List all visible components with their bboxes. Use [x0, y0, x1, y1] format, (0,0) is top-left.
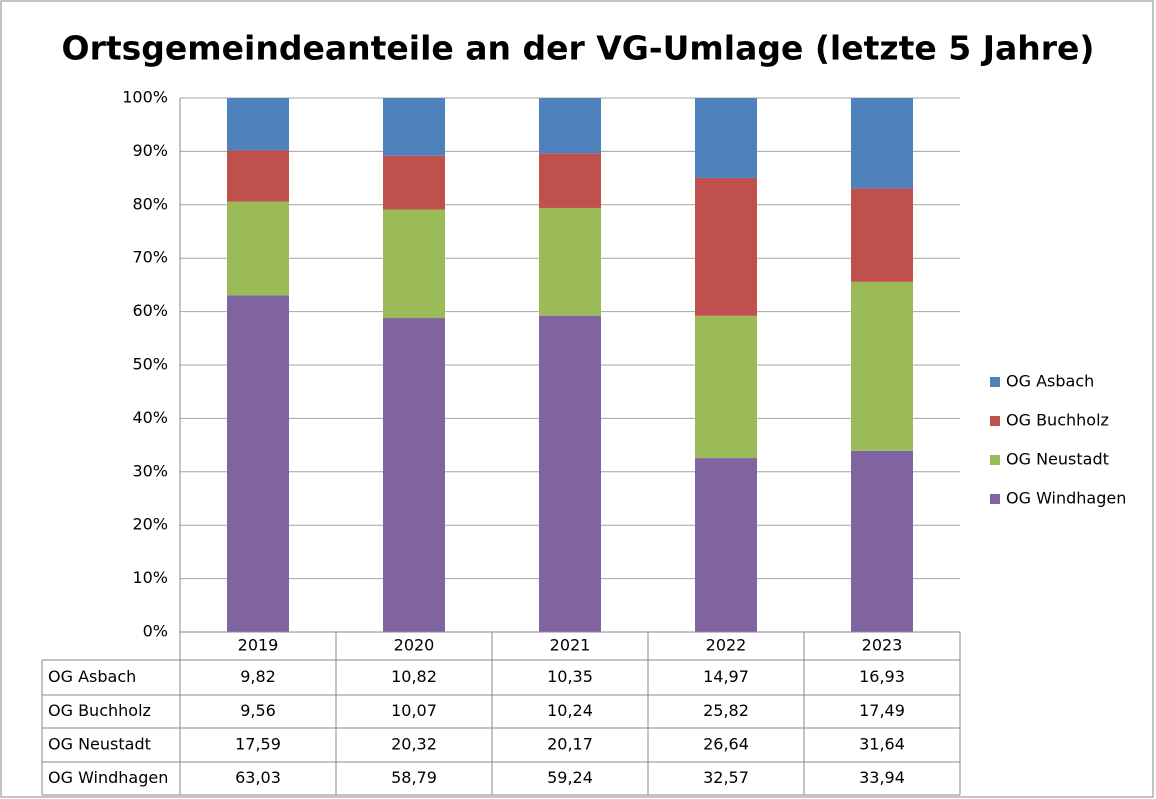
value-label: 58,79 [391, 768, 437, 787]
table-row-label: OG Neustadt [48, 735, 151, 754]
x-tick-label: 2021 [550, 636, 591, 655]
legend-swatch [990, 377, 1000, 387]
value-label: 17,49 [859, 701, 905, 720]
value-label: 25,82 [703, 701, 749, 720]
value-label: 20,32 [391, 735, 437, 754]
bar-segment [227, 201, 289, 296]
bar-segment [851, 98, 913, 189]
legend-swatch [990, 416, 1000, 426]
value-label: 9,56 [240, 701, 276, 720]
bar-segment [695, 177, 757, 316]
bar-segment [695, 315, 757, 459]
bar-segment [227, 150, 289, 202]
legend-swatch [990, 494, 1000, 504]
bar-segment [851, 188, 913, 282]
value-label: 14,97 [703, 667, 749, 686]
x-tick-label: 2019 [238, 636, 279, 655]
bar-segment [383, 155, 445, 210]
legend-label: OG Neustadt [1006, 450, 1109, 469]
bar-segment [383, 318, 445, 632]
bar-segment [851, 450, 913, 632]
legend-label: OG Buchholz [1006, 411, 1109, 430]
table-row-label: OG Buchholz [48, 701, 151, 720]
x-tick-label: 2022 [706, 636, 747, 655]
value-label: 17,59 [235, 735, 281, 754]
table-row-label: OG Asbach [48, 667, 136, 686]
value-label: 10,35 [547, 667, 593, 686]
value-label: 63,03 [235, 768, 281, 787]
x-tick-label: 2023 [862, 636, 903, 655]
bar-segment [539, 98, 601, 154]
bar-segment [539, 207, 601, 316]
value-label: 32,57 [703, 768, 749, 787]
value-label: 10,82 [391, 667, 437, 686]
y-tick-label: 80% [132, 194, 168, 213]
value-label: 10,24 [547, 701, 593, 720]
legend-label: OG Windhagen [1006, 489, 1126, 508]
y-tick-label: 90% [132, 141, 168, 160]
legend-swatch [990, 455, 1000, 465]
bar-segment [695, 458, 757, 632]
legend-label: OG Asbach [1006, 372, 1094, 391]
value-label: 31,64 [859, 735, 905, 754]
bar-segment [227, 295, 289, 632]
value-label: 26,64 [703, 735, 749, 754]
y-tick-label: 60% [132, 301, 168, 320]
chart-title: Ortsgemeindeanteile an der VG-Umlage (le… [62, 29, 1095, 68]
x-tick-label: 2020 [394, 636, 435, 655]
bar-segment [539, 153, 601, 208]
y-tick-label: 30% [132, 461, 168, 480]
bar-segment [383, 209, 445, 319]
bar-segment [695, 98, 757, 178]
value-label: 59,24 [547, 768, 593, 787]
y-tick-label: 10% [132, 568, 168, 587]
value-label: 20,17 [547, 735, 593, 754]
y-tick-label: 100% [122, 88, 168, 107]
value-label: 9,82 [240, 667, 276, 686]
value-label: 10,07 [391, 701, 437, 720]
bar-segment [851, 281, 913, 451]
bar-segment [383, 98, 445, 156]
y-tick-label: 50% [132, 355, 168, 374]
value-label: 33,94 [859, 768, 905, 787]
y-tick-label: 0% [143, 622, 168, 641]
value-label: 16,93 [859, 667, 905, 686]
y-tick-label: 70% [132, 248, 168, 267]
y-tick-label: 40% [132, 408, 168, 427]
bar-segment [539, 315, 601, 632]
table-row-label: OG Windhagen [48, 768, 168, 787]
y-tick-label: 20% [132, 515, 168, 534]
bar-segment [227, 98, 289, 151]
